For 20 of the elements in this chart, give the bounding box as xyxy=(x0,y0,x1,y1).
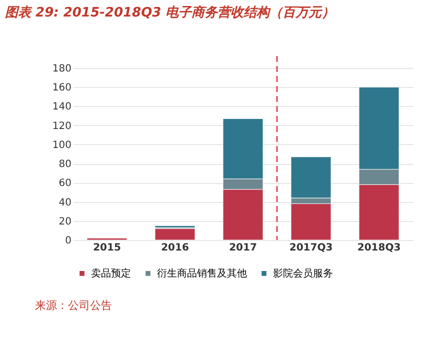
source-note: 来源：公司公告 xyxy=(35,299,112,312)
y-tick-label: 180 xyxy=(52,64,72,74)
legend-label: 卖品预定 xyxy=(91,267,131,280)
legend-label: 影院会员服务 xyxy=(273,267,333,280)
y-tick-label: 0 xyxy=(65,236,72,246)
y-tick-label: 20 xyxy=(58,216,72,228)
y-tick-label: 60 xyxy=(58,178,72,190)
legend-label: 衍生商品销售及其他 xyxy=(157,267,247,280)
x-tick-label: 2017 xyxy=(229,242,257,254)
chart-title: 图表 29: 2015-2018Q3 电子商务营收结构（百万元） xyxy=(5,4,335,20)
x-tick-label: 2018Q3 xyxy=(357,242,401,254)
y-tick-label: 120 xyxy=(52,120,72,132)
y-tick-label: 160 xyxy=(52,82,72,94)
y-tick-label: 100 xyxy=(52,140,72,151)
x-tick-label: 2017Q3 xyxy=(289,242,333,254)
x-tick-label: 2016 xyxy=(161,242,189,254)
y-tick-label: 80 xyxy=(58,159,72,170)
y-tick-label: 40 xyxy=(58,197,72,208)
y-tick-label: 140 xyxy=(52,102,72,113)
x-tick-label: 2015 xyxy=(93,242,121,254)
